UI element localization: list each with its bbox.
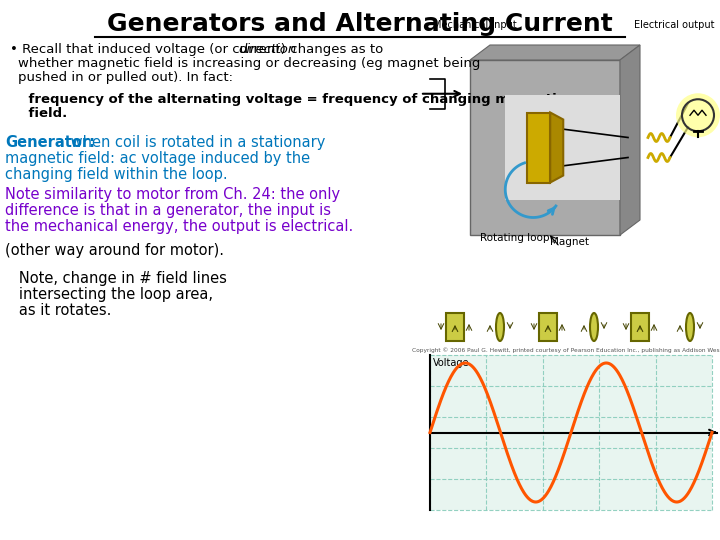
Text: whether magnetic field is increasing or decreasing (eg magnet being: whether magnetic field is increasing or … bbox=[18, 57, 480, 70]
Text: as it rotates.: as it rotates. bbox=[5, 303, 112, 318]
Text: direction: direction bbox=[238, 43, 296, 56]
Text: Note, change in # field lines: Note, change in # field lines bbox=[5, 271, 227, 286]
Ellipse shape bbox=[496, 313, 504, 341]
Text: changing field within the loop.: changing field within the loop. bbox=[5, 167, 228, 182]
Polygon shape bbox=[527, 112, 550, 183]
Text: frequency of the alternating voltage = frequency of changing magnetic: frequency of the alternating voltage = f… bbox=[10, 93, 564, 106]
Text: when coil is rotated in a stationary: when coil is rotated in a stationary bbox=[66, 135, 325, 150]
Ellipse shape bbox=[590, 313, 598, 341]
Text: Magnet: Magnet bbox=[550, 237, 589, 247]
Ellipse shape bbox=[686, 313, 694, 341]
Polygon shape bbox=[470, 45, 640, 60]
Text: Generators and Alternating Current: Generators and Alternating Current bbox=[107, 12, 613, 36]
Text: (other way around for motor).: (other way around for motor). bbox=[5, 243, 224, 258]
Text: changes as to: changes as to bbox=[286, 43, 383, 56]
Polygon shape bbox=[620, 45, 640, 235]
Bar bbox=[539, 313, 557, 341]
Bar bbox=[430, 355, 712, 510]
Text: Note similarity to motor from Ch. 24: the only: Note similarity to motor from Ch. 24: th… bbox=[5, 187, 340, 202]
Text: Electrical output: Electrical output bbox=[634, 20, 715, 30]
Bar bbox=[446, 313, 464, 341]
Text: • Recall that induced voltage (or current): • Recall that induced voltage (or curren… bbox=[10, 43, 290, 56]
Text: Generator:: Generator: bbox=[5, 135, 95, 150]
Text: Rotating loop: Rotating loop bbox=[480, 233, 549, 243]
Circle shape bbox=[676, 93, 720, 137]
Text: pushed in or pulled out). In fact:: pushed in or pulled out). In fact: bbox=[18, 71, 233, 84]
Text: Copyright © 2006 Paul G. Hewitt, printed courtesy of Pearson Education Inc., pub: Copyright © 2006 Paul G. Hewitt, printed… bbox=[413, 347, 720, 353]
Bar bbox=[470, 60, 620, 235]
Text: magnetic field: ac voltage induced by the: magnetic field: ac voltage induced by th… bbox=[5, 151, 310, 166]
Bar bbox=[631, 313, 649, 341]
Bar bbox=[505, 95, 620, 200]
Text: field.: field. bbox=[10, 107, 67, 120]
Text: Time→: Time→ bbox=[719, 429, 720, 438]
Text: the mechanical energy, the output is electrical.: the mechanical energy, the output is ele… bbox=[5, 219, 354, 234]
Text: difference is that in a generator, the input is: difference is that in a generator, the i… bbox=[5, 203, 331, 218]
Text: Voltage: Voltage bbox=[433, 358, 469, 368]
Text: intersecting the loop area,: intersecting the loop area, bbox=[5, 287, 213, 302]
Text: Mechanical input: Mechanical input bbox=[433, 20, 517, 30]
Polygon shape bbox=[550, 112, 563, 183]
